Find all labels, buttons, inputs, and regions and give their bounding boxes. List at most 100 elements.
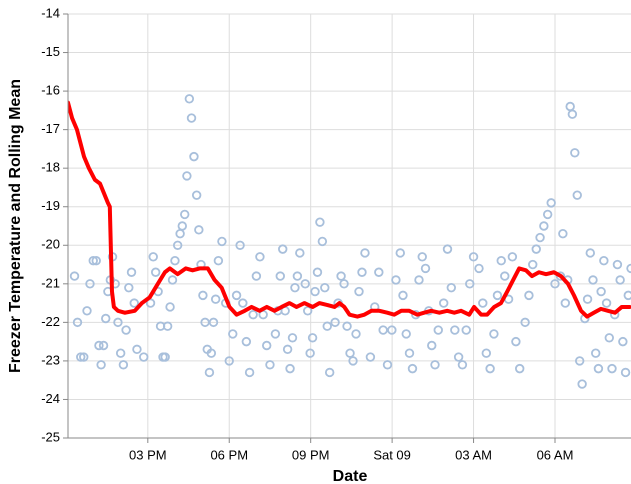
data-point xyxy=(167,275,178,285)
data-point xyxy=(82,306,92,316)
data-point xyxy=(365,352,376,362)
data-point xyxy=(515,363,525,374)
data-point xyxy=(129,298,139,308)
data-point xyxy=(623,290,631,301)
grid xyxy=(68,13,631,439)
data-point xyxy=(244,367,255,378)
data-point xyxy=(241,336,252,347)
data-point xyxy=(374,267,384,277)
data-point xyxy=(407,363,418,374)
data-point xyxy=(339,279,349,289)
data-point xyxy=(433,325,443,335)
data-point xyxy=(121,325,131,335)
y-tick-label: -22 xyxy=(41,314,60,329)
data-point xyxy=(450,325,460,335)
data-point xyxy=(275,271,285,281)
data-point xyxy=(565,101,575,112)
data-point xyxy=(115,348,126,358)
data-point xyxy=(417,252,427,262)
data-point xyxy=(118,360,129,370)
data-point xyxy=(330,317,340,328)
data-point xyxy=(72,317,83,328)
data-point xyxy=(189,151,199,162)
data-point xyxy=(478,298,488,308)
data-point xyxy=(270,329,281,339)
x-tick-label: 09 PM xyxy=(292,447,330,462)
data-point xyxy=(148,252,158,262)
data-point xyxy=(336,271,346,281)
y-tick-label: -16 xyxy=(41,83,60,98)
x-tick-label: 06 AM xyxy=(537,447,574,462)
data-point xyxy=(558,229,568,239)
data-point xyxy=(312,267,323,277)
data-point xyxy=(186,113,197,123)
data-point xyxy=(465,279,475,289)
data-point xyxy=(255,252,265,262)
data-point xyxy=(348,356,358,366)
x-tick-label: 06 PM xyxy=(210,447,248,462)
data-point xyxy=(285,363,295,374)
x-tick-label: Sat 09 xyxy=(373,447,411,462)
data-point xyxy=(210,294,221,304)
data-point xyxy=(574,356,585,366)
data-point xyxy=(96,360,106,370)
data-point xyxy=(165,302,175,312)
y-tick-label: -19 xyxy=(41,198,60,213)
data-point xyxy=(206,348,217,358)
data-point xyxy=(145,298,156,308)
data-point xyxy=(278,244,288,254)
y-tick-label: -14 xyxy=(41,5,60,20)
data-point xyxy=(198,290,208,301)
data-point xyxy=(79,352,89,362)
data-point xyxy=(620,367,631,378)
data-point xyxy=(593,363,604,374)
data-point xyxy=(180,209,190,220)
data-point xyxy=(305,348,315,358)
data-point xyxy=(401,329,411,339)
data-point xyxy=(88,255,98,266)
data-point xyxy=(572,190,582,200)
data-point xyxy=(124,282,134,293)
data-point xyxy=(213,255,224,266)
data-point xyxy=(577,379,587,389)
data-point xyxy=(398,290,408,301)
data-point xyxy=(607,363,617,374)
data-point xyxy=(496,255,506,266)
data-point xyxy=(567,109,578,119)
x-axis-title: Date xyxy=(333,468,368,484)
data-point xyxy=(228,329,238,339)
data-point xyxy=(446,282,456,293)
data-point xyxy=(94,340,104,351)
data-point xyxy=(524,290,534,301)
y-tick-label: -25 xyxy=(41,429,60,444)
data-point xyxy=(604,333,614,343)
data-point xyxy=(160,352,170,362)
data-point xyxy=(438,298,449,308)
data-point xyxy=(265,360,275,370)
data-point xyxy=(520,317,530,328)
data-point xyxy=(194,225,204,235)
data-point xyxy=(85,279,95,289)
data-point xyxy=(162,321,173,331)
data-point xyxy=(98,340,109,351)
data-point xyxy=(235,240,245,250)
y-tick-label: -20 xyxy=(41,237,60,252)
data-point xyxy=(322,321,332,331)
data-point xyxy=(262,340,272,351)
data-point xyxy=(391,275,401,285)
data-point xyxy=(302,306,313,316)
data-point xyxy=(342,321,352,331)
data-point xyxy=(290,282,300,293)
data-point xyxy=(69,271,80,281)
data-point xyxy=(500,271,510,281)
data-point xyxy=(395,248,405,258)
data-point xyxy=(582,294,593,304)
y-tick-label: -17 xyxy=(41,121,60,136)
data-point xyxy=(588,275,598,285)
axes: -25 -24 -23 -22 -21 -20 -19 -18 -17 -16 -15 -14 03 P… xyxy=(41,5,631,462)
data-point xyxy=(320,282,330,293)
data-point xyxy=(139,352,149,362)
data-point xyxy=(354,286,364,297)
data-point xyxy=(489,329,499,339)
